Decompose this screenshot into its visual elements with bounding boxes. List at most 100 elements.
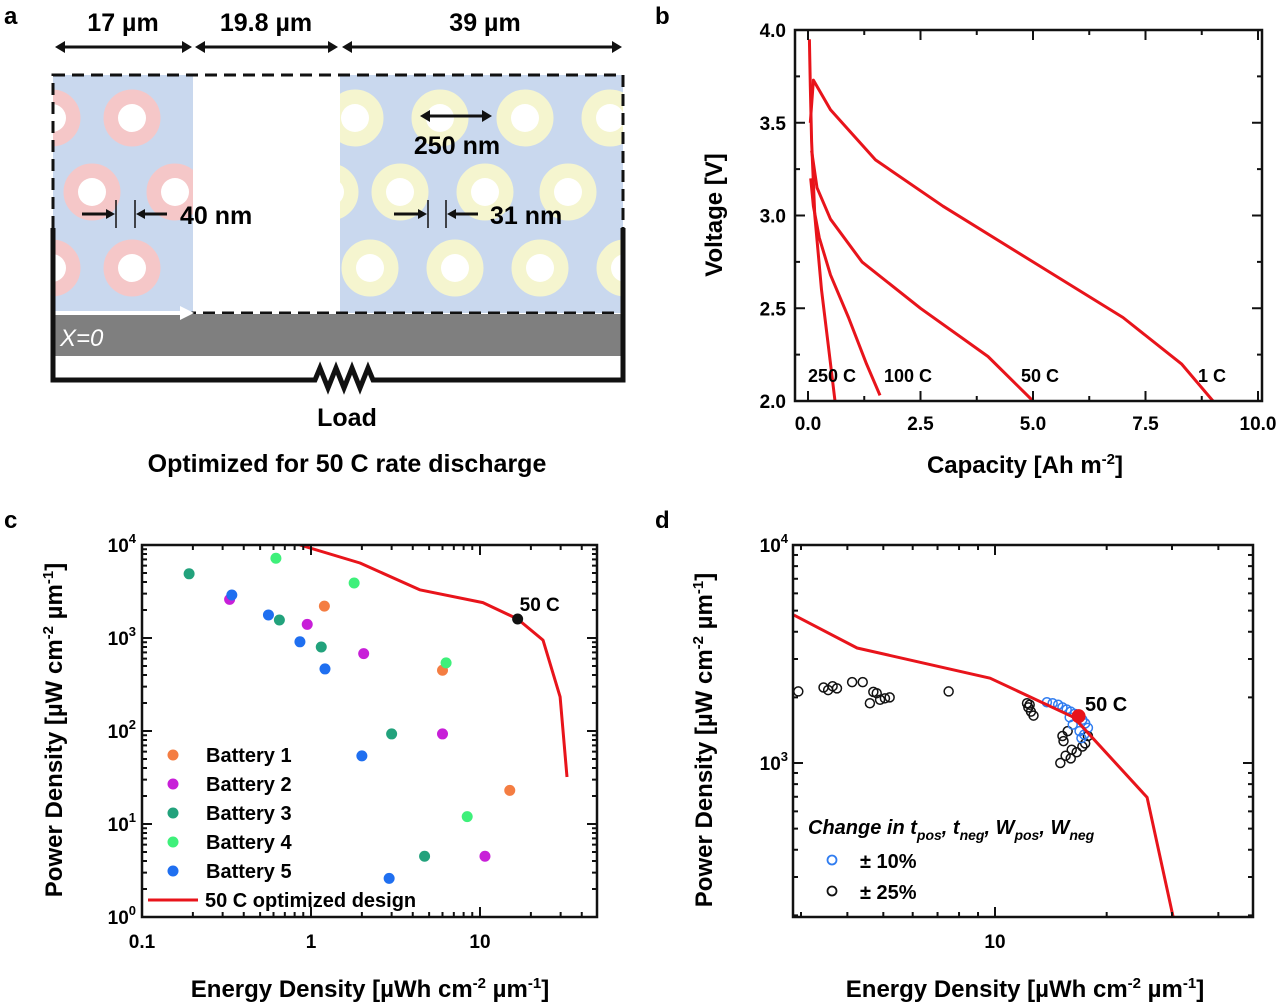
- sensitivity-point: [1065, 753, 1076, 764]
- legend-label: ± 25%: [860, 882, 917, 904]
- curve-label: 1 C: [1198, 366, 1226, 386]
- y-tick-label: 4.0: [760, 21, 786, 42]
- particle-core: [611, 254, 623, 282]
- sensitivity-ragone-chart: 50 C 10 103 104 Change in tpos, tneg, Wpos,…: [690, 531, 1255, 1003]
- current-collector: [53, 314, 623, 356]
- arrow-head-icon: [136, 209, 145, 219]
- sensitivity-point: [879, 693, 891, 704]
- data-point-battery-3: [273, 614, 285, 626]
- data-point-battery-2: [437, 728, 449, 740]
- optimized-design-curve: [299, 545, 569, 778]
- x-tick-label: 1: [306, 932, 317, 953]
- data-point-battery-4: [348, 577, 360, 589]
- particle-core: [356, 254, 384, 282]
- y-tick-label: 100: [108, 903, 136, 929]
- particle-core: [386, 178, 414, 206]
- sensitivity-point: [864, 697, 876, 709]
- discharge-curves-chart: 0.0 2.5 5.0 7.5 10.0 2.0 2.5 3.0 3.5 4.0 250 C 100 …: [701, 21, 1276, 479]
- y-tick-label: 103: [108, 624, 136, 650]
- sensitivity-point: [857, 676, 868, 688]
- data-point-battery-1: [318, 600, 330, 612]
- plot-frame: [791, 543, 1255, 919]
- data-point-battery-5: [262, 609, 274, 621]
- x-tick-label: 2.5: [907, 414, 934, 435]
- cell-boundary: [51, 73, 625, 315]
- plot-frame: [793, 28, 1264, 403]
- x-axis-label: Energy Density [µWh cm-2 µm-1]: [191, 975, 549, 1003]
- panel-label-a: a: [4, 3, 18, 30]
- dimension-arrows: [55, 41, 622, 228]
- data-point-battery-4: [461, 811, 473, 823]
- positive-particles: [340, 89, 623, 297]
- arrow-head-icon: [182, 41, 192, 53]
- curve-label: 50 C: [1021, 366, 1059, 386]
- sensitivity-point: [1058, 735, 1069, 747]
- optimized-design-curve: [793, 613, 1175, 917]
- data-point-battery-3: [183, 568, 195, 580]
- y-axis-label: Power Density [µW cm-2 µm-1]: [40, 563, 68, 897]
- negative-particles: [53, 89, 193, 297]
- data-point-battery-5: [356, 750, 368, 762]
- y-tick-label: 3.5: [760, 114, 787, 135]
- legend-title: Change in tpos, tneg, Wpos, Wneg: [808, 817, 1095, 843]
- annotation-label: 50 C: [520, 595, 560, 616]
- ragone-comparison-chart: 50 C 0.1 1 10 100 101 102 103 104 Battery 1 Batte…: [40, 531, 599, 1003]
- y-tick-label: 2.0: [760, 392, 786, 413]
- x-tick-label: 0.1: [129, 932, 156, 953]
- positive-particle: [426, 239, 484, 297]
- arrow-head-icon: [342, 41, 352, 53]
- particle-spacing-label: 250 nm: [414, 132, 500, 160]
- particle-core: [53, 104, 66, 132]
- legend-label: Battery 4: [206, 832, 292, 854]
- positive-particle: [456, 163, 514, 221]
- y-tick-label: 104: [108, 531, 137, 557]
- y-tick-label: 3.0: [760, 207, 786, 228]
- particle-core: [78, 178, 106, 206]
- particle-core: [441, 254, 469, 282]
- data-point-battery-5: [319, 663, 331, 675]
- sensitivity-point: [846, 676, 858, 688]
- sensitivity-point: [1024, 699, 1035, 711]
- data-point-battery-3: [315, 641, 327, 653]
- legend-marker: [167, 778, 179, 790]
- positive-particle: [496, 89, 554, 147]
- legend-label: 50 C optimized design: [205, 890, 416, 912]
- left-shell-label: 40 nm: [180, 202, 252, 230]
- y-tick-label: 104: [760, 531, 789, 557]
- y-tick-label: 102: [108, 717, 136, 743]
- panel-label-c: c: [4, 507, 17, 534]
- width-label-negative: 17 µm: [87, 9, 158, 37]
- x-tick-label: 10: [469, 932, 490, 953]
- sensitivity-point: [1062, 725, 1073, 737]
- 50c-design-point: [1071, 709, 1086, 724]
- arrow-head-icon: [418, 209, 427, 219]
- curve-100c: [809, 178, 882, 396]
- positive-particle: [340, 165, 359, 219]
- legend-marker: [167, 749, 179, 761]
- data-point-battery-1: [504, 784, 516, 796]
- electrode-diagram: X=0 17 µm 19.8 µm 39 µm 250 nm 40 nm 31 …: [50, 9, 626, 478]
- origin-label: X=0: [59, 325, 104, 352]
- particle-core: [118, 254, 146, 282]
- particle-core: [554, 178, 582, 206]
- particle-core: [53, 254, 66, 282]
- x-axis-label: Energy Density [µWh cm-2 µm-1]: [846, 975, 1204, 1003]
- circuit-wire-with-resistor: [50, 228, 626, 395]
- positive-particle: [411, 89, 469, 147]
- sensitivity-point: [1055, 757, 1066, 769]
- positive-particle: [511, 239, 569, 297]
- legend-label: ± 10%: [860, 851, 917, 873]
- data-point-battery-5: [226, 589, 238, 601]
- curve-1c: [808, 78, 1215, 401]
- y-axis-label: Voltage [V]: [701, 153, 728, 277]
- legend-marker: [167, 865, 179, 877]
- negative-particle: [53, 89, 81, 147]
- legend-label: Battery 1: [206, 745, 292, 767]
- sensitivity-point: [884, 692, 895, 703]
- arrow-head-icon: [195, 41, 205, 53]
- positive-particle: [539, 163, 597, 221]
- legend-label: Battery 3: [206, 803, 292, 825]
- negative-particle: [103, 89, 161, 147]
- data-point-battery-4: [440, 657, 452, 669]
- data-point-battery-5: [383, 872, 395, 884]
